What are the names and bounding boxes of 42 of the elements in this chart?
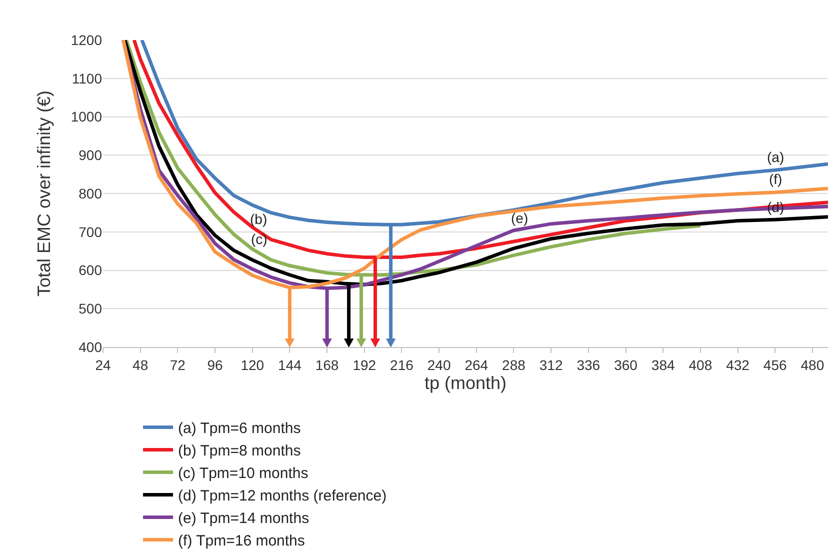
x-tick-label: 240 xyxy=(427,356,451,373)
legend-label: (b) Tpm=8 months xyxy=(178,442,301,460)
legend-label: (c) Tpm=10 months xyxy=(178,465,308,482)
annotation: (f) xyxy=(769,171,782,187)
annotation: (b) xyxy=(250,211,268,227)
x-tick-label: 216 xyxy=(390,356,414,373)
x-tick-label: 408 xyxy=(688,356,712,373)
x-tick-label: 48 xyxy=(132,356,148,373)
y-tick-label: 1000 xyxy=(70,108,102,125)
legend-label: (d) Tpm=12 months (reference) xyxy=(178,488,387,505)
x-tick-label: 144 xyxy=(278,356,302,373)
x-tick-label: 456 xyxy=(763,356,787,373)
y-tick-label: 900 xyxy=(78,147,102,164)
legend-label: (f) Tpm=16 months xyxy=(178,532,305,550)
x-tick-label: 120 xyxy=(240,356,264,373)
annotation: (e) xyxy=(511,210,528,226)
legend-label: (a) Tpm=6 months xyxy=(178,420,301,438)
x-tick-label: 192 xyxy=(352,356,376,373)
x-tick-label: 312 xyxy=(539,356,563,373)
x-axis-title: tp (month) xyxy=(424,372,507,393)
x-tick-label: 96 xyxy=(207,356,224,373)
x-tick-label: 24 xyxy=(95,356,111,373)
x-tick-label: 72 xyxy=(170,356,186,373)
x-tick-label: 360 xyxy=(614,356,638,373)
x-tick-label: 384 xyxy=(651,356,675,373)
x-tick-label: 432 xyxy=(726,356,750,373)
x-tick-label: 168 xyxy=(315,356,339,373)
x-tick-label: 336 xyxy=(576,356,600,373)
x-tick-label: 288 xyxy=(502,356,526,373)
annotation: (c) xyxy=(251,231,268,247)
y-tick-label: 500 xyxy=(78,300,102,317)
y-tick-label: 700 xyxy=(78,224,102,240)
x-tick-label: 264 xyxy=(464,356,488,373)
legend-label: (e) Tpm=14 months xyxy=(178,510,310,528)
y-tick-label: 400 xyxy=(78,338,102,355)
annotation: (a) xyxy=(767,149,784,165)
y-tick-label: 600 xyxy=(78,262,102,278)
x-tick-label: 480 xyxy=(800,356,824,373)
y-tick-label: 1100 xyxy=(72,70,102,86)
y-tick-label: 800 xyxy=(78,185,102,202)
y-axis-title: Total EMC over infinity (€) xyxy=(34,90,54,297)
y-tick-label: 1200 xyxy=(70,32,102,48)
